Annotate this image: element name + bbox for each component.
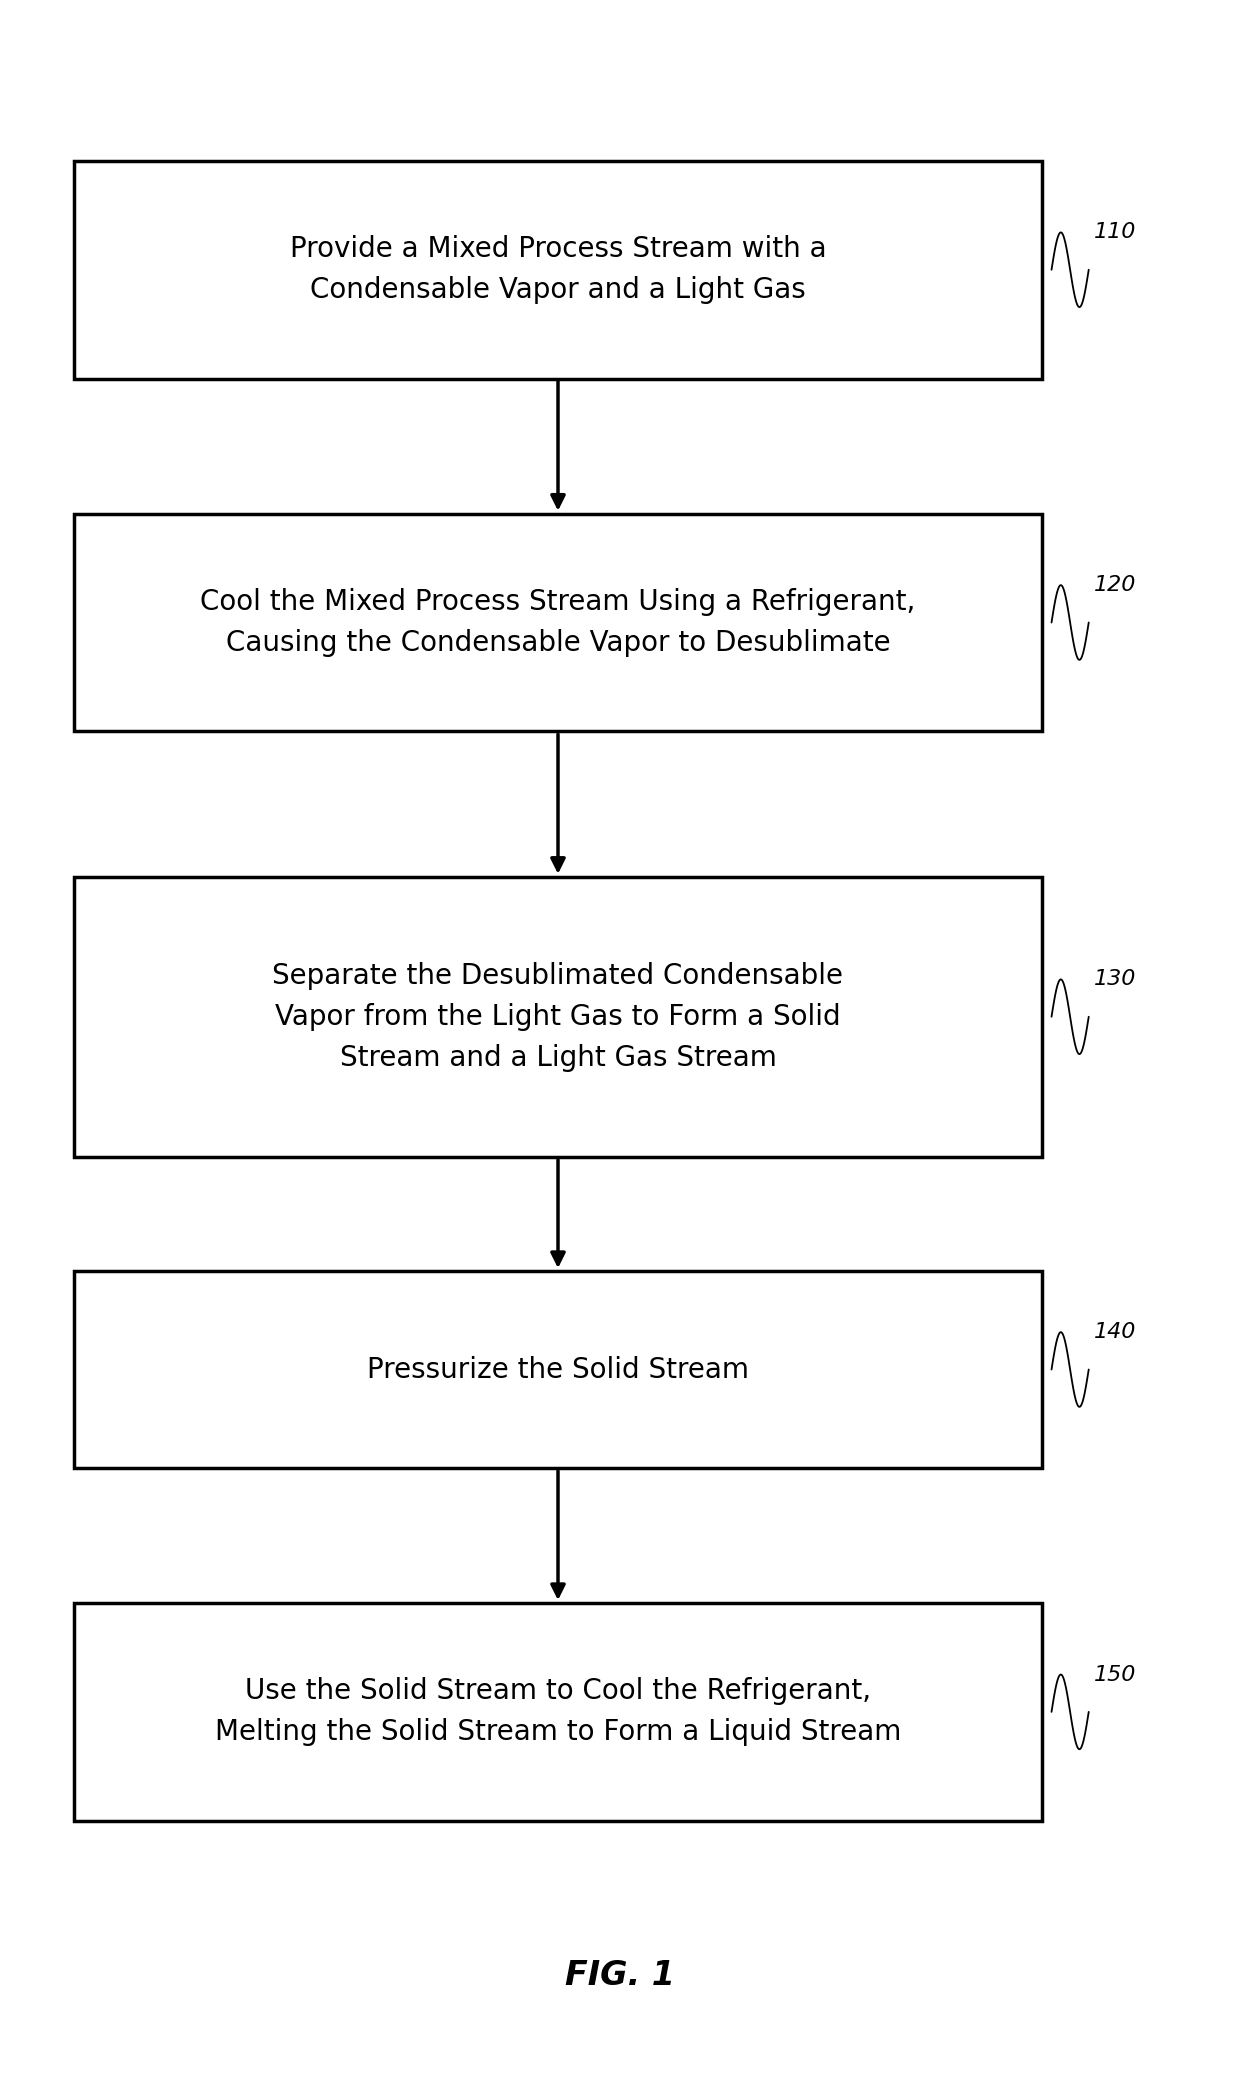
Bar (74, 1602, 1042, 1822)
Text: Separate the Desublimated Condensable
Vapor from the Light Gas to Form a Solid
S: Separate the Desublimated Condensable Va… (273, 961, 843, 1073)
Text: 130: 130 (1094, 969, 1136, 990)
Bar (74, 515, 1042, 732)
Text: Pressurize the Solid Stream: Pressurize the Solid Stream (367, 1355, 749, 1384)
Text: FIG. 1: FIG. 1 (565, 1959, 675, 1992)
Text: Provide a Mixed Process Stream with a
Condensable Vapor and a Light Gas: Provide a Mixed Process Stream with a Co… (290, 234, 826, 305)
Text: Cool the Mixed Process Stream Using a Refrigerant,
Causing the Condensable Vapor: Cool the Mixed Process Stream Using a Re… (201, 587, 915, 658)
Text: 150: 150 (1094, 1664, 1136, 1685)
Bar (74, 876, 1042, 1158)
Text: 140: 140 (1094, 1322, 1136, 1343)
Bar (74, 162, 1042, 378)
Text: 120: 120 (1094, 575, 1136, 596)
Text: Use the Solid Stream to Cool the Refrigerant,
Melting the Solid Stream to Form a: Use the Solid Stream to Cool the Refrige… (215, 1677, 901, 1747)
Bar (74, 1270, 1042, 1469)
Text: 110: 110 (1094, 222, 1136, 243)
